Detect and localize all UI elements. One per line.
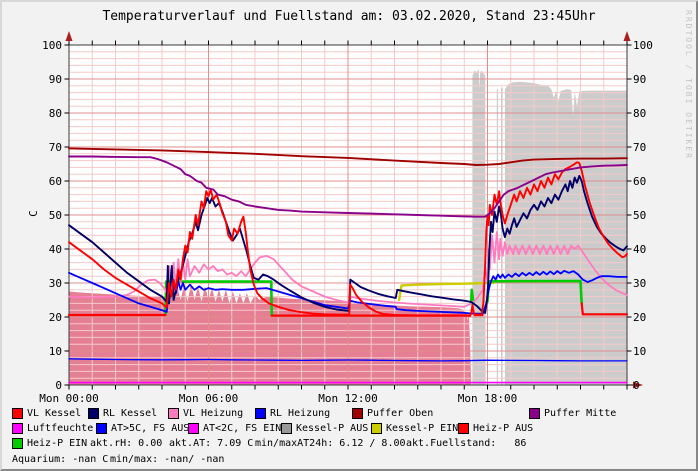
y-tick-left-10: 10: [48, 344, 62, 358]
legend-stat-2-2: akt.AT: 7.09 C: [169, 438, 253, 449]
legend-text: min/maxAT24h: 6.12 / 8.00: [255, 438, 406, 449]
legend-text: Kessel-P AUS: [296, 423, 369, 434]
legend-item-at-2c-fs-ein: AT<2C, FS EIN: [188, 423, 281, 434]
graph-title: Temperaturverlauf und Fuellstand am: 03.…: [102, 9, 596, 24]
legend-text: AT<2C, FS EIN: [203, 423, 282, 434]
legend-color-swatch: [255, 408, 266, 419]
legend-text: akt.Fuellstand: 86: [406, 438, 527, 449]
legend-text: Puffer Oben: [367, 408, 434, 419]
legend-item-heiz-p-aus: Heiz-P AUS: [458, 423, 533, 434]
legend-color-swatch: [12, 408, 23, 419]
y-tick-right-90: 90: [633, 72, 647, 86]
legend-text: akt.rH: 0.00: [90, 438, 163, 449]
y-tick-left-100: 100: [42, 38, 62, 52]
legend-text: RL Heizung: [270, 408, 331, 419]
x-axis-arrow: [633, 381, 643, 389]
y-tick-left-90: 90: [48, 72, 62, 86]
legend-color-swatch: [458, 423, 469, 434]
y-tick-right-20: 20: [633, 310, 647, 324]
series-VL Kessel: [68, 161, 628, 317]
legend-text: akt.AT: 7.09 C: [169, 438, 254, 449]
y-tick-right-80: 80: [633, 106, 647, 120]
legend-item-puffer-mitte: Puffer Mitte: [529, 408, 616, 419]
legend-color-swatch: [12, 423, 23, 434]
legend-stat-2-1: akt.rH: 0.00: [90, 438, 162, 449]
legend-item-rl-heizung: RL Heizung: [255, 408, 330, 419]
series-Puffer Mitte: [68, 155, 628, 218]
series-Heiz-P EIN: [469, 288, 475, 305]
y-tick-left-0: 0: [55, 378, 62, 392]
area-fuellstand-nach-befuellung: [504, 81, 627, 385]
legend-text: AT>5C, FS AUS: [111, 423, 190, 434]
legend-text: Heiz-P AUS: [473, 423, 534, 434]
x-tick-2: Mon 12:00: [318, 392, 378, 405]
legend-text: Kessel-P EIN: [386, 423, 459, 434]
x-tick-0: Mon 00:00: [39, 392, 99, 405]
y-axis-arrow-left: [65, 31, 73, 41]
legend-text: Puffer Mitte: [544, 408, 617, 419]
x-tick-3: Mon 18:00: [457, 392, 518, 405]
series-Heiz-P AUS: [580, 302, 629, 316]
y-tick-left-60: 60: [48, 174, 62, 188]
legend-item-heiz-p-ein: Heiz-P EIN: [12, 438, 87, 449]
legend-color-swatch: [352, 408, 363, 419]
y-tick-left-80: 80: [48, 106, 62, 120]
y-tick-right-100: 100: [633, 38, 653, 52]
y-tick-left-40: 40: [48, 242, 62, 256]
legend-stat-3-1: min/max: -nan/ -nan: [110, 454, 224, 465]
legend-stat-2-4: akt.Fuellstand: 86: [406, 438, 526, 449]
legend-text: Aquarium: -nan C: [12, 454, 109, 465]
legend-text: VL Heizung: [183, 408, 244, 419]
legend-text: RL Kessel: [103, 408, 158, 419]
legend-stat-2-3: min/maxAT24h: 6.12 / 8.00: [255, 438, 406, 449]
x-tick-1: Mon 06:00: [178, 392, 239, 405]
legend-color-swatch: [188, 423, 199, 434]
y-tick-left-20: 20: [48, 310, 62, 324]
legend-item-at-5c-fs-aus: AT>5C, FS AUS: [96, 423, 189, 434]
legend-item-luftfeuchte: Luftfeuchte: [12, 423, 93, 434]
legend-color-swatch: [281, 423, 292, 434]
legend-item-rl-kessel: RL Kessel: [88, 408, 157, 419]
y-tick-left-30: 30: [48, 276, 62, 290]
y-tick-right-30: 30: [633, 276, 647, 290]
legend-color-swatch: [12, 438, 23, 449]
y-tick-right-0: 0: [633, 378, 640, 392]
legend-stat-3-0: Aquarium: -nan C: [12, 454, 108, 465]
y-tick-right-10: 10: [633, 344, 647, 358]
legend-row-1: VL Kessel RL Kessel VL Heizung RL Heizung Pu…: [2, 408, 696, 423]
y-tick-right-40: 40: [633, 242, 647, 256]
legend-color-swatch: [168, 408, 179, 419]
legend-color-swatch: [371, 423, 382, 434]
y-tick-right-50: 50: [633, 208, 647, 222]
legend-text: VL Kessel: [27, 408, 82, 419]
legend-item-kessel-p-ein: Kessel-P EIN: [371, 423, 458, 434]
legend-text: Heiz-P EIN: [27, 438, 88, 449]
legend-text: Luftfeuchte: [27, 423, 94, 434]
y-tick-left-50: 50: [48, 208, 62, 222]
y-tick-left-70: 70: [48, 140, 62, 154]
legend-color-swatch: [88, 408, 99, 419]
series-Heiz-P EIN: [164, 280, 273, 317]
legend-row-2: Luftfeuchte AT>5C, FS AUS AT<2C, FS EIN Kes…: [2, 423, 696, 438]
legend-item-vl-kessel: VL Kessel: [12, 408, 81, 419]
legend-item-kessel-p-aus: Kessel-P AUS: [281, 423, 368, 434]
rrdtool-watermark: RRDTOOL / TOBI OETIKER: [684, 10, 693, 160]
y-tick-right-70: 70: [633, 140, 647, 154]
legend-color-swatch: [96, 423, 107, 434]
legend-text: min/max: -nan/ -nan: [110, 454, 225, 465]
y-axis-arrow-right: [623, 31, 631, 41]
legend-item-vl-heizung: VL Heizung: [168, 408, 243, 419]
area-fuellstand-nach-befuellung: [501, 87, 503, 385]
y-tick-right-60: 60: [633, 174, 647, 188]
series-Puffer Oben: [68, 147, 628, 166]
series-AT>5C, FS AUS: [68, 358, 628, 362]
legend-item-puffer-oben: Puffer Oben: [352, 408, 433, 419]
legend-color-swatch: [529, 408, 540, 419]
